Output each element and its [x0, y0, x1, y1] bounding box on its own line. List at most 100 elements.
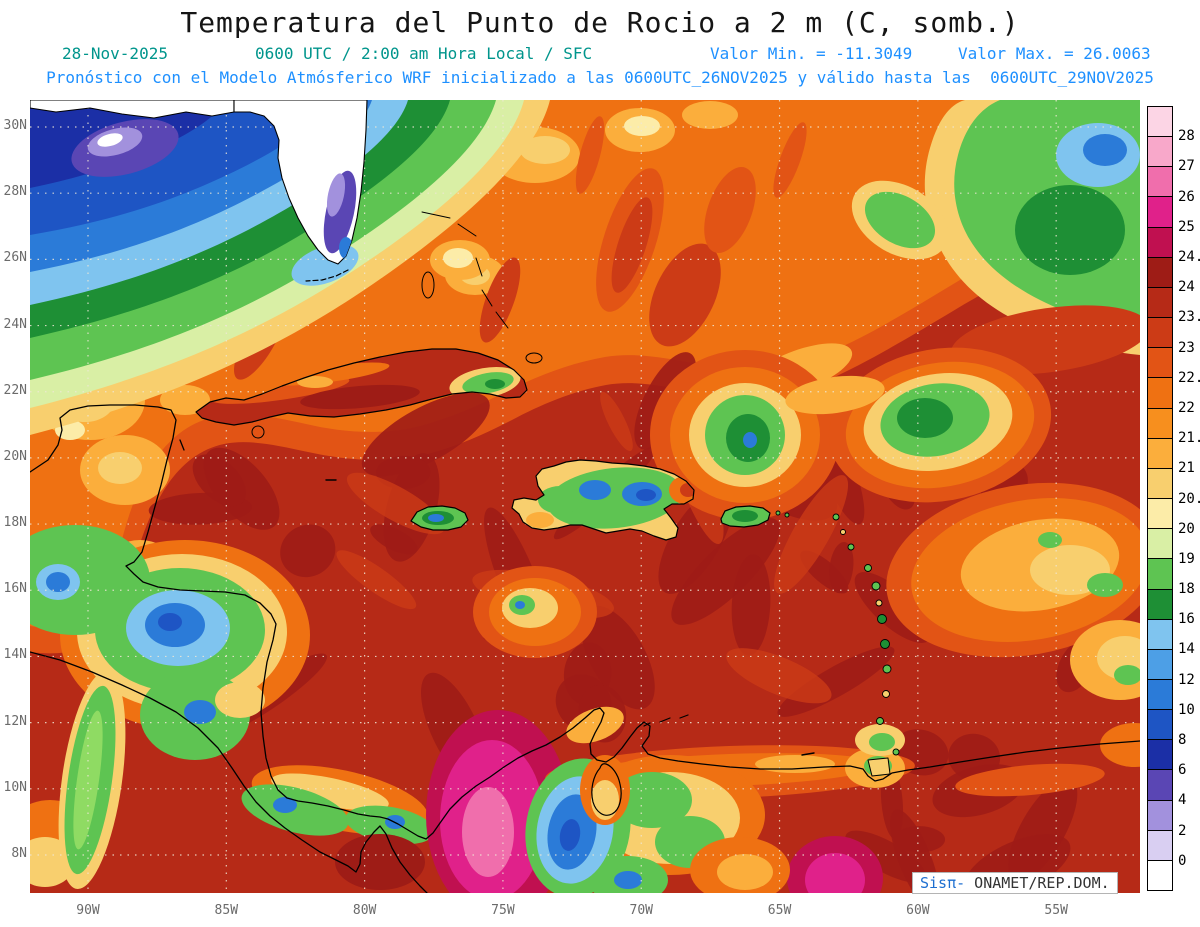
colorbar-cell	[1147, 136, 1173, 168]
field-south-america	[525, 706, 1140, 893]
colorbar-cell	[1147, 106, 1173, 138]
lon-label: 80W	[352, 903, 377, 918]
valid-date: 28-Nov-2025	[62, 44, 168, 63]
min-value-label: Valor Min. = -11.3049	[710, 44, 913, 63]
colorbar-label: 10	[1178, 701, 1195, 718]
lat-label: 26N	[3, 250, 27, 266]
colorbar-label: 20	[1178, 520, 1195, 537]
page-title: Temperatura del Punto de Rocio a 2 m (C,…	[180, 6, 1020, 39]
colorbar-cell	[1147, 739, 1173, 771]
colorbar-label: 2	[1178, 822, 1187, 839]
map-canvas	[30, 100, 1140, 893]
colorbar-cell	[1147, 528, 1173, 560]
colorbar-label: 6	[1178, 762, 1187, 779]
lat-label: 12N	[3, 713, 27, 729]
colorbar-cell	[1147, 437, 1173, 469]
colorbar-label: 22.5	[1178, 369, 1200, 386]
watermark-org: ONAMET/REP.DOM.	[965, 874, 1110, 892]
colorbar-label: 0	[1178, 852, 1187, 869]
colorbar-cell	[1147, 317, 1173, 349]
colorbar-cell	[1147, 678, 1173, 711]
colorbar-cell	[1147, 769, 1173, 801]
colorbar-label: 19	[1178, 550, 1195, 567]
colorbar-cell	[1147, 648, 1173, 680]
colorbar-cell	[1147, 407, 1173, 439]
colorbar-label: 14	[1178, 641, 1195, 658]
colorbar-label: 8	[1178, 732, 1187, 749]
colorbar-label: 16	[1178, 611, 1195, 628]
colorbar-cell	[1147, 558, 1173, 590]
colorbar-label: 12	[1178, 671, 1195, 688]
valid-time: 0600 UTC / 2:00 am Hora Local / SFC	[255, 44, 593, 63]
colorbar-cell	[1147, 377, 1173, 409]
colorbar-label: 25	[1178, 218, 1195, 235]
colorbar-cell	[1147, 256, 1173, 288]
colorbar-cell	[1147, 196, 1173, 228]
field-topright-cluster	[851, 100, 1140, 375]
lon-label: 65W	[767, 903, 792, 918]
colorbar-cell	[1147, 286, 1173, 319]
field-nw-cold-sector	[30, 100, 550, 435]
colorbar-cell	[1147, 709, 1173, 741]
colorbar-label: 21.5	[1178, 430, 1200, 447]
lat-label: 8N	[11, 845, 27, 861]
colorbar-cell	[1147, 829, 1173, 861]
watermark: Sisπ- ONAMET/REP.DOM.	[912, 872, 1118, 894]
colorbar-label: 18	[1178, 581, 1195, 598]
field-central-america	[30, 525, 435, 890]
lat-label: 10N	[3, 779, 27, 795]
watermark-brand: Sisπ-	[920, 874, 966, 892]
coastlines	[30, 100, 1140, 893]
colorbar-cell	[1147, 498, 1173, 530]
colorbar-cell	[1147, 166, 1173, 198]
colorbar-label: 22	[1178, 399, 1195, 416]
colorbar-label: 4	[1178, 792, 1187, 809]
lat-label: 22N	[3, 382, 27, 398]
coast-pacific	[30, 651, 428, 893]
colorbar-label: 28	[1178, 128, 1195, 145]
colorbar	[1147, 106, 1173, 892]
land-trinidad	[867, 757, 891, 777]
lon-label: 60W	[906, 903, 930, 918]
field-red-streaks	[194, 116, 807, 380]
colorbar-cell	[1147, 467, 1173, 500]
colorbar-cell	[1147, 618, 1173, 650]
colorbar-label: 24.5	[1178, 248, 1200, 265]
colorbar-label: 27	[1178, 158, 1195, 175]
colorbar-cell	[1147, 588, 1173, 620]
colorbar-cell	[1147, 347, 1173, 379]
lat-label: 30N	[3, 118, 27, 133]
land-isla-juventud	[251, 425, 265, 439]
lat-label: 24N	[3, 316, 27, 332]
lat-label: 16N	[3, 581, 27, 597]
colorbar-label: 26	[1178, 188, 1195, 205]
colorbar-cell	[1147, 799, 1173, 831]
land-bahamas	[421, 211, 543, 364]
lat-label: 14N	[3, 647, 27, 663]
field-mid-features	[473, 347, 1140, 700]
lat-label: 20N	[3, 448, 27, 464]
colorbar-cell	[1147, 859, 1173, 892]
land-florida-keys	[305, 269, 349, 282]
colorbar-cell	[1147, 226, 1173, 258]
lon-label: 90W	[76, 903, 100, 918]
lon-label: 85W	[214, 903, 239, 918]
coast-mainland-caribbean	[30, 404, 1140, 840]
land-lesser-antilles	[775, 510, 900, 756]
colorbar-label: 20.5	[1178, 490, 1200, 507]
lat-label: 18N	[3, 515, 27, 531]
forecast-subtitle: Pronóstico con el Modelo Atmósferico WRF…	[46, 68, 1154, 87]
colorbar-label: 23	[1178, 339, 1195, 356]
colorbar-label: 21	[1178, 460, 1195, 477]
lon-label: 70W	[629, 903, 653, 918]
colorbar-label: 23.5	[1178, 309, 1200, 326]
colorbar-label: 24	[1178, 279, 1195, 296]
lon-label: 55W	[1044, 903, 1068, 918]
land-cozumel	[179, 439, 185, 451]
grid-lines	[30, 100, 1140, 893]
lake-maracaibo	[591, 763, 622, 816]
land-margarita	[801, 752, 815, 756]
lon-label: 75W	[491, 903, 515, 918]
max-value-label: Valor Max. = 26.0063	[958, 44, 1151, 63]
